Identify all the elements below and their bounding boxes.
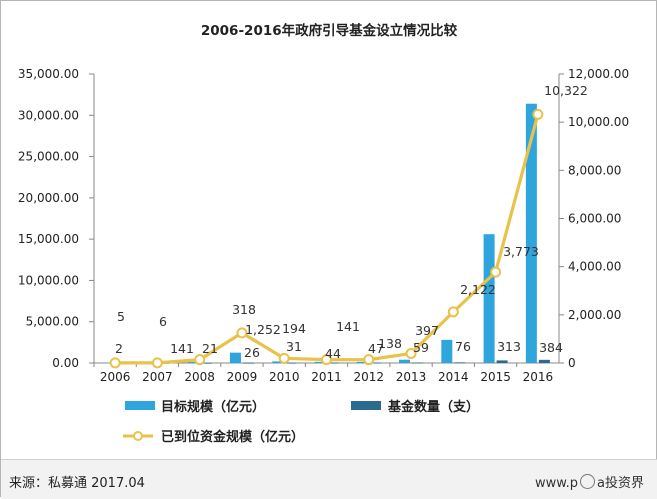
right-tick-label: 12,000.00 — [568, 67, 629, 81]
data-label: 138 — [378, 336, 402, 351]
data-label: 194 — [282, 321, 306, 336]
data-label: 1,252 — [245, 322, 281, 337]
data-label: 2,122 — [460, 282, 496, 297]
data-label: 2 — [115, 341, 123, 356]
left-tick-label: 25,000.00 — [18, 150, 79, 164]
right-tick-label: 6,000.00 — [568, 212, 621, 226]
x-tick-label: 2016 — [523, 370, 554, 384]
point-funded-2007 — [151, 357, 163, 369]
data-label: 141 — [170, 341, 194, 356]
legend-label-count: 基金数量（支） — [387, 399, 479, 415]
point-funded-2016 — [532, 108, 544, 120]
x-tick-label: 2007 — [142, 370, 173, 384]
legend: 目标规模（亿元） 基金数量（支） 已到位资金规模（亿元） — [123, 399, 479, 445]
bar-count-2011 — [327, 362, 339, 364]
right-tick-label: 0 — [568, 356, 576, 370]
bar-target-2010 — [272, 361, 284, 363]
bar-target-2008 — [187, 361, 199, 363]
bar-target-2009 — [229, 352, 241, 363]
bar-count-2013 — [412, 362, 424, 364]
x-tick-label: 2014 — [438, 370, 469, 384]
left-tick-label: 5,000.00 — [26, 315, 79, 329]
data-label: 3,773 — [503, 244, 539, 259]
x-tick-label: 2013 — [396, 370, 427, 384]
x-tick-label: 2006 — [100, 370, 131, 384]
point-funded-2011 — [321, 354, 332, 366]
watermark-suffix: a投资界 — [597, 476, 644, 491]
x-tick-label: 2015 — [480, 370, 511, 384]
data-label: 313 — [497, 339, 521, 354]
point-funded-2009 — [236, 327, 248, 339]
axes: 0.00 5,000.00 10,000.00 15,000.00 20,000.00 2… — [18, 67, 629, 384]
bar-target-2015 — [483, 234, 495, 363]
watermark: www.p a投资界 — [535, 472, 644, 491]
legend-label-target: 目标规模（亿元） — [161, 399, 265, 415]
legend-label-funded: 已到位资金规模（亿元） — [161, 429, 304, 445]
left-tick-label: 10,000.00 — [18, 273, 79, 287]
data-label: 6 — [159, 314, 167, 329]
bar-target-2006 — [103, 362, 115, 364]
data-label: 397 — [415, 323, 439, 338]
bar-target-2011 — [314, 361, 326, 363]
data-label: 76 — [455, 339, 471, 354]
data-label: 26 — [244, 345, 260, 360]
wechat-icon — [580, 474, 596, 489]
data-label: 10,322 — [544, 83, 588, 98]
x-tick-label: 2012 — [353, 370, 384, 384]
bar-target-2014 — [441, 339, 453, 363]
x-tick-label: 2011 — [311, 370, 342, 384]
right-tick-label: 10,000.00 — [568, 115, 629, 129]
bar-target-2016 — [525, 103, 537, 364]
data-label: 44 — [325, 346, 341, 361]
right-tick-label: 2,000.00 — [568, 308, 621, 322]
x-tick-label: 2010 — [269, 370, 300, 384]
x-tick-label: 2009 — [227, 370, 258, 384]
line-funded — [115, 113, 540, 365]
left-tick-label: 15,000.00 — [18, 232, 79, 246]
bar-count-2016 — [538, 359, 550, 363]
right-tick-label: 8,000.00 — [568, 163, 621, 177]
data-label: 21 — [202, 341, 218, 356]
data-label: 47 — [368, 341, 384, 356]
point-funded-2006 — [109, 357, 121, 369]
point-funded-2012 — [363, 354, 375, 366]
data-label: 59 — [413, 340, 429, 355]
chart-title: 2006-2016年政府引导基金设立情况比较 — [201, 22, 458, 39]
bar-count-2012 — [369, 362, 381, 364]
data-label: 31 — [286, 339, 302, 354]
left-tick-label: 35,000.00 — [18, 67, 79, 81]
source-text: 来源：私募通 2017.04 — [9, 476, 145, 491]
legend-marker-funded — [133, 431, 143, 441]
x-tick-label: 2008 — [184, 370, 215, 384]
point-funded-2008 — [194, 354, 206, 366]
bar-count-2010 — [285, 362, 297, 364]
watermark-prefix: www.p — [534, 476, 579, 491]
legend-swatch-target — [125, 401, 155, 410]
bars — [103, 103, 550, 364]
left-tick-label: 30,000.00 — [18, 108, 79, 122]
left-tick-label: 20,000.00 — [18, 191, 79, 205]
bar-count-2014 — [454, 362, 466, 364]
bar-count-2008 — [200, 362, 212, 364]
bar-count-2015 — [496, 360, 508, 363]
point-funded-2015 — [490, 266, 502, 278]
bar-count-2009 — [242, 362, 254, 364]
point-funded-2014 — [447, 306, 459, 318]
data-label: 318 — [232, 302, 256, 317]
bar-target-2012 — [356, 361, 368, 363]
data-label: 5 — [117, 309, 125, 324]
data-label: 141 — [336, 319, 360, 334]
right-tick-label: 4,000.00 — [568, 260, 621, 274]
chart-svg: 2006-2016年政府引导基金设立情况比较 0.00 5,000.00 10,00… — [18, 22, 629, 445]
left-tick-label: 0.00 — [52, 356, 79, 370]
legend-swatch-count — [351, 401, 381, 410]
bar-target-2013 — [399, 359, 411, 363]
data-label: 384 — [539, 340, 563, 355]
line-series — [109, 108, 544, 369]
footer-bar: 来源：私募通 2017.04 www.p a投资界 — [1, 459, 657, 499]
point-funded-2010 — [278, 352, 290, 364]
point-funded-2013 — [405, 347, 417, 359]
